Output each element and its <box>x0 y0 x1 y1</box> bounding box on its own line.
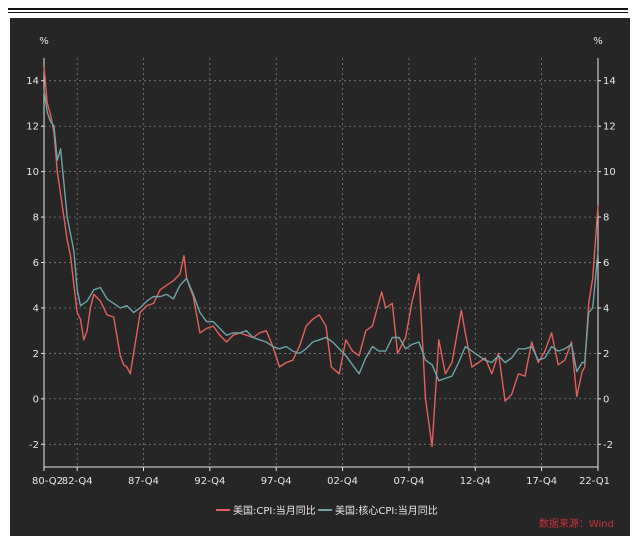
x-tick-label: 17-Q4 <box>526 476 557 487</box>
y-tick-label-left: 14 <box>26 76 39 87</box>
y-tick-label-right: 12 <box>603 122 616 133</box>
y-tick-label-left: 4 <box>33 303 39 314</box>
x-tick-label: 97-Q4 <box>261 476 292 487</box>
y-tick-label-right: 6 <box>603 258 609 269</box>
y-tick-label-right: 14 <box>603 76 616 87</box>
y-tick-label-left: 6 <box>33 258 39 269</box>
x-tick-label: 07-Q4 <box>393 476 424 487</box>
legend-label-core-cpi: 美国:核心CPI:当月同比 <box>335 504 438 517</box>
y-tick-label-left: -2 <box>29 440 39 451</box>
x-tick-label: 12-Q4 <box>460 476 491 487</box>
y-unit-right: % <box>593 36 603 47</box>
x-tick-label: 02-Q4 <box>327 476 358 487</box>
grid-lines <box>44 58 598 467</box>
chart-panel <box>10 18 630 536</box>
series-line-cpi <box>43 67 599 448</box>
y-tick-label-right: 10 <box>603 167 616 178</box>
legend: 美国:CPI:当月同比 美国:核心CPI:当月同比 <box>216 504 438 517</box>
x-tick-label: 92-Q4 <box>194 476 225 487</box>
y-tick-label-right: 4 <box>603 303 609 314</box>
source-note: 数据来源：Wind <box>539 517 614 530</box>
x-tick-label: 87-Q4 <box>128 476 159 487</box>
y-tick-label-left: 8 <box>33 213 39 224</box>
y-tick-label-left: 0 <box>33 394 39 405</box>
series-line-core-cpi <box>43 89 599 382</box>
y-tick-label-left: 2 <box>33 349 39 360</box>
y-tick-label-right: 0 <box>603 394 609 405</box>
top-border-rule-thin <box>8 12 628 13</box>
legend-label-cpi: 美国:CPI:当月同比 <box>233 504 316 517</box>
y-tick-label-left: 12 <box>26 122 39 133</box>
x-tick-label: 80-Q2 <box>32 476 63 487</box>
x-tick-label: 82-Q4 <box>62 476 93 487</box>
y-tick-label-left: 10 <box>26 167 39 178</box>
top-border-rule <box>8 8 628 10</box>
y-tick-label-right: 8 <box>603 213 609 224</box>
series-lines <box>43 67 599 448</box>
y-unit-left: % <box>39 36 49 47</box>
x-tick-label: 22-Q1 <box>579 476 610 487</box>
y-tick-label-right: -2 <box>603 440 613 451</box>
y-tick-label-right: 2 <box>603 349 609 360</box>
